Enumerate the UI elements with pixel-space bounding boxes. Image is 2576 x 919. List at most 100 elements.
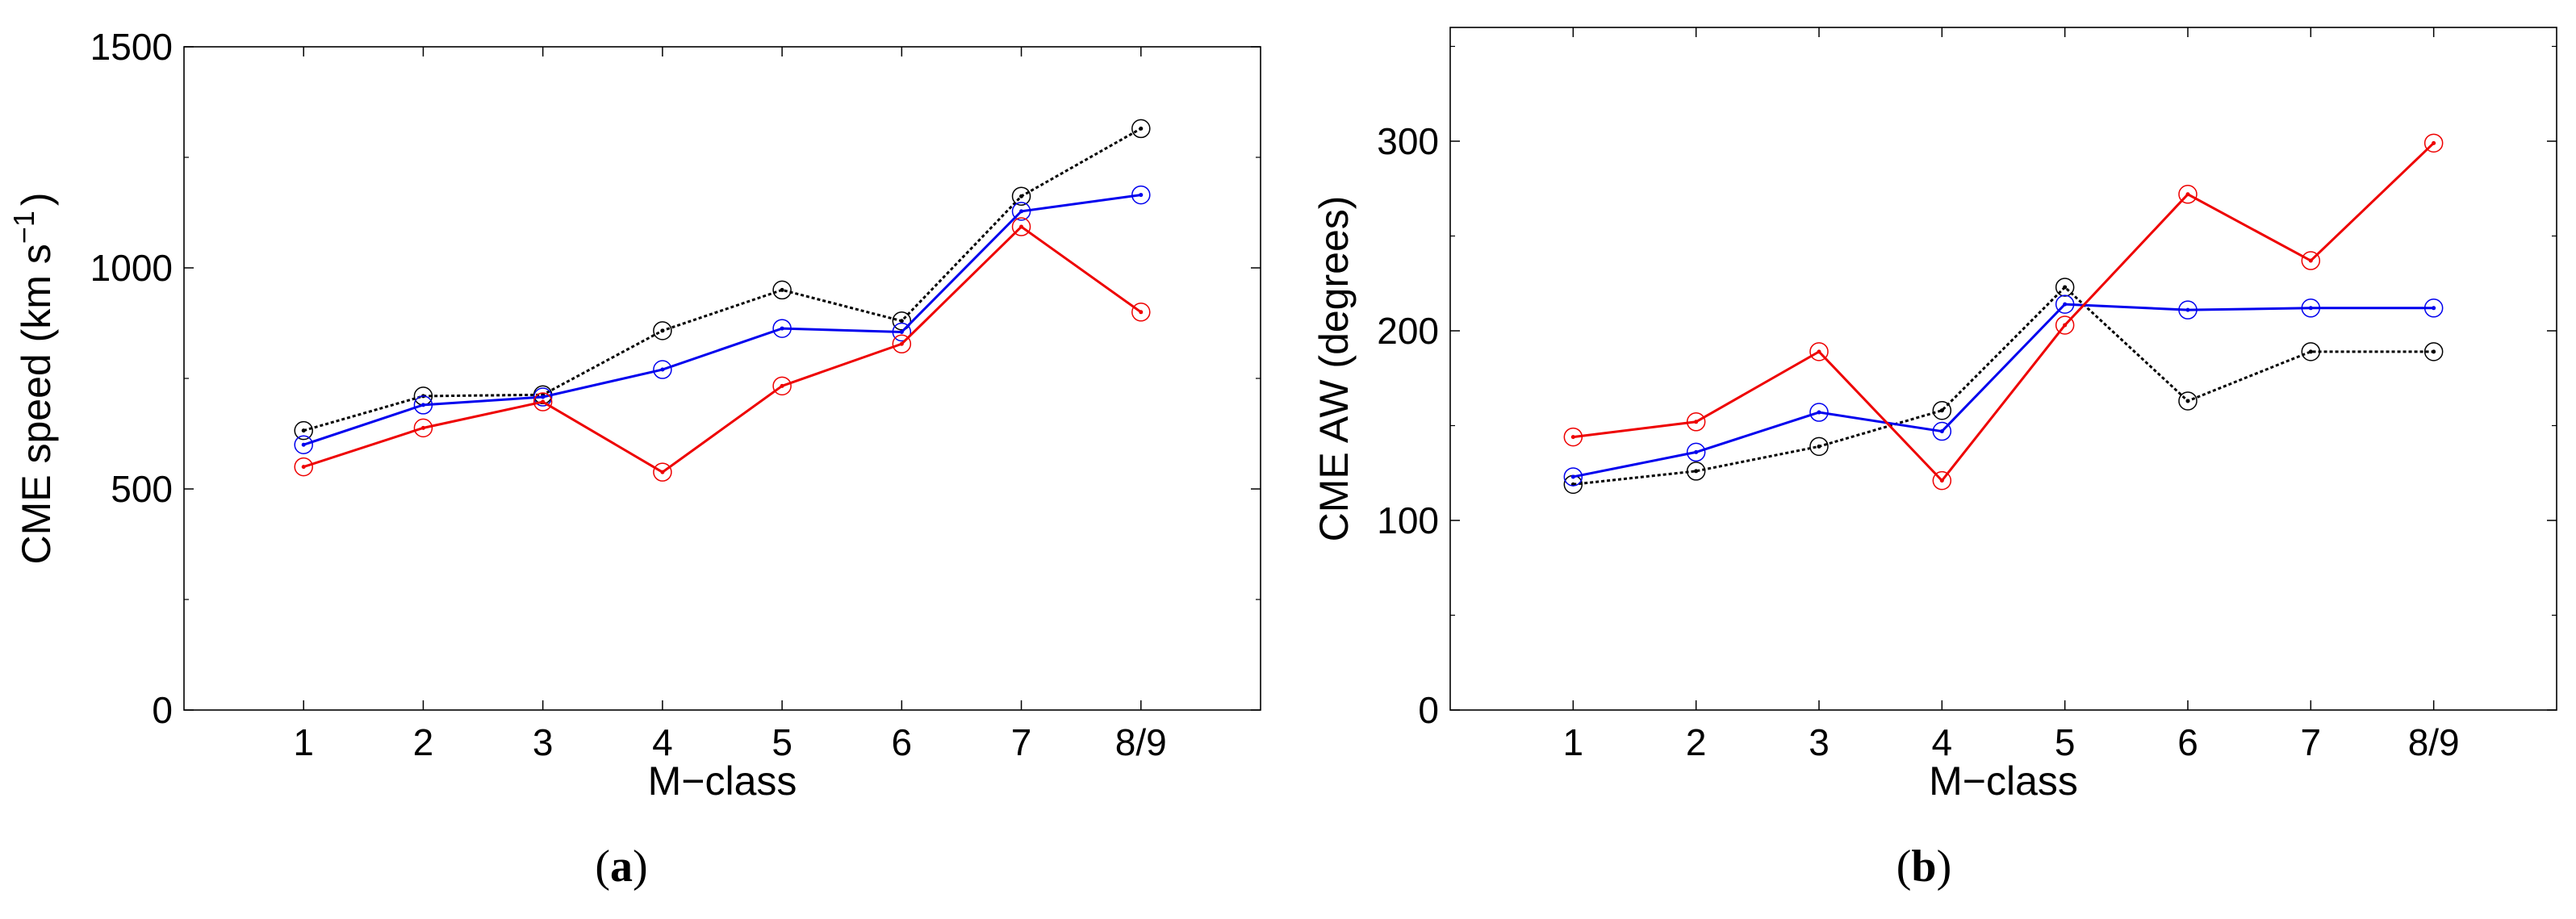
data-point-center-black [2432, 349, 2436, 354]
x-tick-label: 8/9 [2408, 721, 2460, 763]
panel-label-letter: a [610, 842, 633, 892]
y-axis-label-superscript: −1 [7, 211, 40, 244]
y-tick-label: 300 [1377, 120, 1439, 162]
data-point-center-blue [899, 329, 904, 334]
series-line-red [303, 225, 1142, 474]
x-tick-label: 6 [2177, 721, 2198, 763]
x-tick-label: 8/9 [1115, 721, 1167, 763]
data-point-black [892, 311, 912, 331]
data-point-blue [2178, 300, 2198, 320]
data-point-black [1686, 462, 1706, 481]
data-point-center-blue [780, 326, 784, 331]
data-point-center-red [2308, 258, 2313, 263]
data-point-center-black [1939, 408, 1944, 413]
panel-b: 0 100 200 300 1 2 3 4 5 6 7 8/9 M−class CME AW (degre… [1311, 27, 2557, 892]
x-tick-label: 1 [1563, 721, 1584, 763]
data-point-center-blue [660, 367, 665, 372]
data-point-center-red [1694, 420, 1699, 424]
data-point-black [1932, 400, 1952, 420]
data-point-red [294, 457, 313, 477]
data-point-center-red [1817, 349, 1821, 354]
panel-label-open-paren: ( [595, 842, 610, 892]
data-point-black [2055, 278, 2075, 297]
data-point-blue [294, 435, 313, 454]
y-axis-label: CME AW (degrees) [1311, 196, 1357, 542]
data-point-center-red [2432, 140, 2436, 145]
data-point-center-black [1139, 126, 1144, 131]
panel-a: 0 500 1000 1500 1 2 3 4 5 6 7 8/9 M−class CME speed (… [7, 26, 1261, 892]
data-point-center-blue [420, 403, 425, 407]
x-tick-label: 2 [413, 721, 434, 763]
data-point-center-blue [1694, 449, 1699, 454]
panel-label: (b) [1896, 842, 1951, 892]
data-point-blue [2423, 299, 2444, 318]
data-point-center-red [1019, 224, 1024, 229]
panel-label-close-paren: ) [1937, 842, 1952, 892]
data-point-black [772, 280, 792, 300]
panel-label: (a) [595, 842, 647, 892]
data-point-center-red [1939, 478, 1944, 483]
data-point-blue [2301, 299, 2321, 318]
data-point-center-blue [1939, 429, 1944, 434]
series-line-blue [303, 194, 1141, 446]
data-point-center-red [2063, 323, 2068, 328]
y-axis-label: CME speed (km s−1) [7, 192, 59, 564]
data-point-red [2178, 185, 2198, 204]
data-point-center-black [1817, 444, 1821, 449]
data-point-red [772, 376, 792, 396]
data-point-center-red [301, 465, 306, 470]
data-point-black [653, 321, 672, 340]
data-point-blue [1809, 403, 1829, 422]
data-point-red [653, 462, 672, 482]
x-tick-label: 6 [892, 721, 913, 763]
x-tick-label: 7 [1011, 721, 1032, 763]
data-point-red [2423, 133, 2444, 153]
y-axis-label-close: ) [14, 192, 59, 206]
data-point-center-black [1019, 194, 1024, 198]
series-line-black [303, 127, 1142, 432]
data-point-center-blue [1817, 410, 1821, 415]
data-point-black [1809, 437, 1829, 457]
data-point-blue [1686, 442, 1706, 462]
data-point-red [1932, 470, 1952, 491]
panel-label-close-paren: ) [633, 842, 648, 892]
x-axis-label: M−class [648, 758, 797, 804]
data-point-blue [653, 360, 672, 379]
data-point-red [1686, 412, 1706, 432]
x-tick-label: 7 [2301, 721, 2322, 763]
y-tick-label: 1000 [90, 247, 173, 289]
x-tick-label: 4 [1932, 721, 1953, 763]
data-point-center-black [1694, 469, 1699, 474]
data-point-center-blue [2063, 302, 2068, 307]
y-tick-label: 200 [1377, 310, 1439, 352]
data-point-black [294, 420, 313, 441]
y-tick-label: 0 [1418, 689, 1439, 731]
data-point-red [892, 334, 912, 354]
data-point-blue [772, 319, 792, 338]
data-point-black [2423, 342, 2444, 361]
data-point-blue [892, 322, 912, 342]
series-line-blue [1573, 303, 2434, 478]
data-point-black [1011, 186, 1031, 206]
x-axis-label: M−class [1929, 758, 2078, 804]
series-line-black [1573, 285, 2434, 486]
data-point-center-red [541, 399, 546, 404]
series-line-red [1573, 142, 2435, 482]
x-tick-label: 2 [1686, 721, 1707, 763]
data-point-red [1131, 303, 1151, 322]
data-point-center-red [660, 470, 665, 474]
data-point-center-red [899, 341, 904, 346]
data-point-center-blue [541, 395, 546, 399]
x-tick-label: 5 [2055, 721, 2076, 763]
data-point-red [1809, 342, 1829, 361]
data-point-center-red [780, 383, 784, 388]
data-point-center-blue [2432, 306, 2436, 311]
y-tick-label: 100 [1377, 499, 1439, 541]
plot-frame [183, 46, 1261, 711]
data-point-center-black [2063, 285, 2068, 290]
data-point-blue [1563, 467, 1583, 487]
data-point-black [2178, 391, 2198, 411]
data-point-center-red [1570, 435, 1575, 440]
data-point-center-blue [1570, 474, 1575, 479]
panel-label-letter: b [1911, 842, 1936, 892]
